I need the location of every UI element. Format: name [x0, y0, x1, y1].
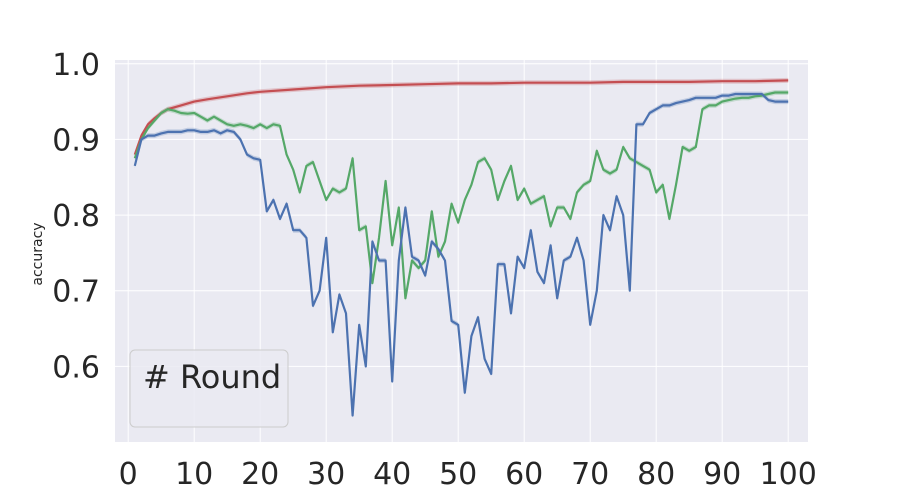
y-axis-label: accuracy: [30, 222, 46, 285]
series-3-line: [133, 92, 789, 417]
legend-title: # Round: [143, 358, 281, 396]
x-tick-label: 10: [175, 457, 213, 492]
x-tick-label: 40: [373, 457, 411, 492]
series-2-line: [133, 91, 789, 300]
x-tick-label: 90: [703, 457, 741, 492]
x-tick-label: 20: [241, 457, 279, 492]
legend: # Round: [129, 349, 289, 428]
x-tick-label: 60: [505, 457, 543, 492]
x-axis-ticks: 0 10 20 30 40 50 60 70 80 90 100: [119, 457, 817, 492]
x-tick-label: 80: [637, 457, 675, 492]
x-tick-label: 50: [439, 457, 477, 492]
y-tick-label: 1.0: [52, 48, 100, 83]
y-tick-label: 0.9: [52, 123, 100, 158]
x-tick-label: 30: [307, 457, 345, 492]
x-tick-label: 70: [571, 457, 609, 492]
y-axis-ticks: 0.6 0.7 0.8 0.9 1.0: [52, 48, 100, 386]
legend-box: [129, 349, 289, 428]
series-lines: [133, 79, 789, 417]
y-tick-label: 0.7: [52, 275, 100, 310]
x-tick-label: 0: [119, 457, 138, 492]
y-tick-label: 0.6: [52, 350, 100, 385]
x-tick-label: 100: [760, 457, 817, 492]
y-tick-label: 0.8: [52, 199, 100, 234]
